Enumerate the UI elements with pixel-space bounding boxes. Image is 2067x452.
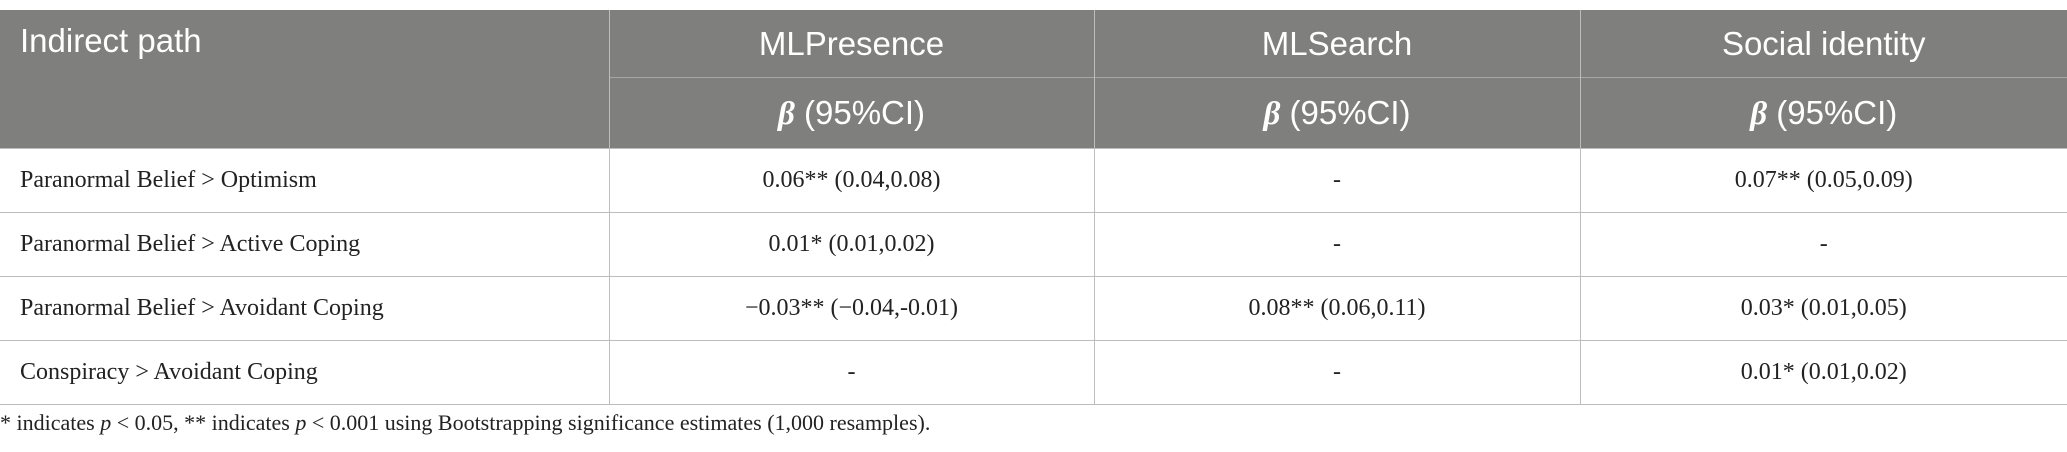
value-cell: - <box>1093 212 1581 277</box>
ci-label: (95%CI) <box>1767 93 1898 131</box>
header-cell: Indirect path <box>0 10 609 149</box>
value-cell: 0.08** (0.06,0.11) <box>1093 276 1581 341</box>
path-cell: Paranormal Belief > Active Coping <box>0 212 610 277</box>
header-row: Indirect path MLPresence MLSearch Social id… <box>0 10 2067 149</box>
path-cell: Paranormal Belief > Avoidant Coping <box>0 276 610 341</box>
table-body: Paranormal Belief > Optimism 0.06** (0.04… <box>0 148 2067 405</box>
value-cell: −0.03** (−0.04,-0.01) <box>608 276 1095 341</box>
value-cell: - <box>608 340 1095 405</box>
p-symbol: p <box>100 410 112 435</box>
subheader-cell: β (95%CI) <box>1579 77 2067 149</box>
beta-symbol: β <box>1263 95 1281 132</box>
table-row: Paranormal Belief > Active Coping 0.01* (… <box>0 212 2067 277</box>
header-cell: Social identity <box>1579 10 2067 78</box>
footnote-text: < 0.001 using Bootstrapping significance… <box>306 410 931 435</box>
footnote-text: < 0.05, ** indicates <box>111 410 296 435</box>
value-cell: - <box>1093 148 1581 213</box>
path-cell: Paranormal Belief > Optimism <box>0 148 610 213</box>
beta-symbol: β <box>777 95 795 132</box>
ci-label: (95%CI) <box>794 93 926 131</box>
subheader-row: β (95%CI) β (95%CI) β (95%CI) <box>0 77 2067 149</box>
value-cell: - <box>1579 212 2067 277</box>
table-row: Conspiracy > Avoidant Coping - -0.01* (0.0… <box>0 340 2067 405</box>
value-cell: 0.01* (0.01,0.02) <box>1579 340 2067 405</box>
subheader-cell: β (95%CI) <box>1093 77 1580 149</box>
value-cell: 0.07** (0.05,0.09) <box>1579 148 2067 213</box>
value-cell: 0.06** (0.04,0.08) <box>608 148 1095 213</box>
table-row: Paranormal Belief > Avoidant Coping −0.03… <box>0 276 2067 341</box>
header-cell: MLSearch <box>1093 10 1580 78</box>
value-cell: 0.01* (0.01,0.02) <box>608 212 1095 277</box>
ci-label: (95%CI) <box>1280 93 1411 131</box>
table-row: Paranormal Belief > Optimism 0.06** (0.04… <box>0 148 2067 213</box>
results-table: Indirect path MLPresence MLSearch Social id… <box>0 10 2067 405</box>
value-cell: - <box>1093 340 1581 405</box>
value-cell: 0.03* (0.01,0.05) <box>1579 276 2067 341</box>
footnote-text: * indicates <box>0 410 101 435</box>
subheader-cell: β (95%CI) <box>608 77 1094 149</box>
footnote: * indicates p < 0.05, ** indicates p < 0… <box>0 410 930 436</box>
p-symbol: p <box>295 410 307 435</box>
beta-symbol: β <box>1750 95 1768 132</box>
path-cell: Conspiracy > Avoidant Coping <box>0 340 610 405</box>
header-cell: MLPresence <box>608 10 1094 78</box>
table-header: Indirect path MLPresence MLSearch Social id… <box>0 10 2067 149</box>
